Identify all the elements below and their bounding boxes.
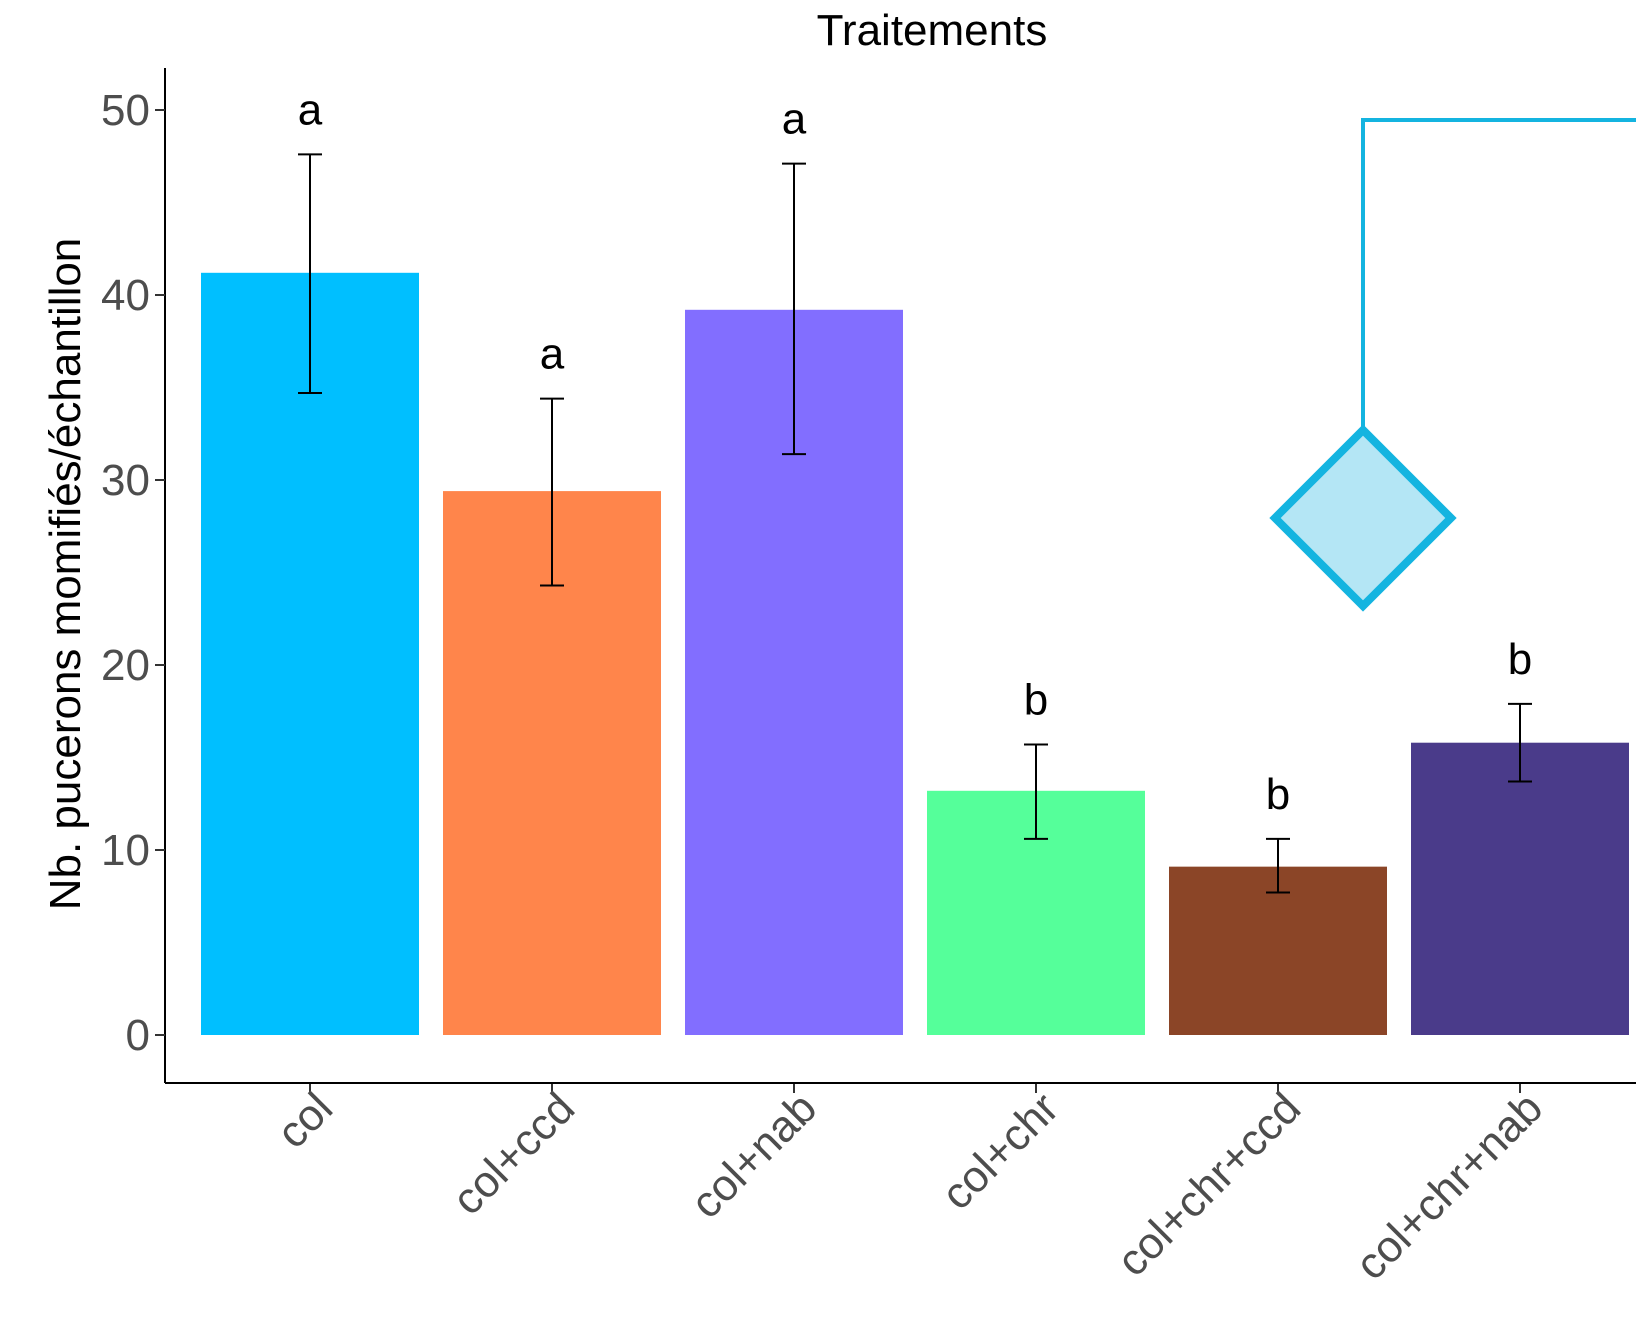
x-tick-label: col+chr+nab <box>1346 1083 1552 1289</box>
error-bar-col <box>298 153 322 395</box>
error-bars-layer <box>298 153 1532 894</box>
bar-col+chr+nab <box>1411 742 1629 1035</box>
bars-layer <box>201 272 1629 1036</box>
y-tick-label: 20 <box>101 641 150 690</box>
chart-title: Traitements <box>817 6 1048 55</box>
y-tick-label: 40 <box>101 271 150 320</box>
x-tick-label: col+chr <box>932 1083 1068 1219</box>
y-axis-label: Nb. pucerons momifiés/échantillon <box>41 238 90 911</box>
overlay-annotation <box>1269 118 1636 612</box>
y-tick-label: 30 <box>101 456 150 505</box>
error-bar-col+ccd <box>540 397 564 587</box>
x-tick-label: col+chr+ccd <box>1108 1083 1310 1285</box>
bar-col <box>201 272 419 1035</box>
significance-label: b <box>1024 676 1048 725</box>
marker-connector-line <box>1361 118 1636 430</box>
x-tick-label: col+nab <box>682 1083 827 1228</box>
y-tick-label: 0 <box>126 1011 150 1060</box>
x-tick-label: col+ccd <box>443 1083 584 1224</box>
significance-label: a <box>540 330 565 379</box>
error-bar-col+chr+nab <box>1508 702 1532 783</box>
error-bar-col+chr <box>1024 743 1048 840</box>
significance-labels-layer: a a a b b b <box>298 85 1532 819</box>
error-bar-col+chr+ccd <box>1266 837 1290 894</box>
diamond-marker <box>1269 424 1457 612</box>
significance-label: b <box>1508 635 1532 684</box>
y-tick-label: 50 <box>101 86 150 135</box>
significance-label: a <box>298 85 323 134</box>
error-bar-col+nab <box>782 162 806 456</box>
x-tick-label: col <box>268 1083 342 1157</box>
significance-label: b <box>1266 770 1290 819</box>
bar-col+chr+ccd <box>1169 866 1387 1035</box>
significance-label: a <box>782 95 807 144</box>
y-tick-label: 10 <box>101 826 150 875</box>
